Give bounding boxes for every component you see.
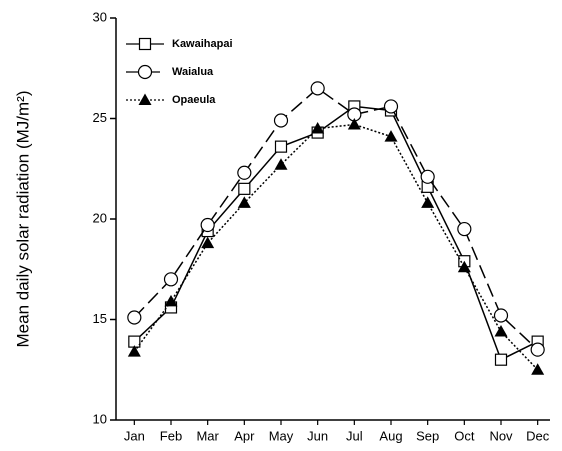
marker xyxy=(127,345,141,357)
marker xyxy=(383,99,399,114)
legend-marker xyxy=(137,64,153,80)
x-tick-label: Dec xyxy=(526,428,550,443)
x-tick-label: Apr xyxy=(234,428,255,443)
marker xyxy=(237,196,251,208)
marker xyxy=(237,165,252,180)
y-tick-label: 25 xyxy=(93,110,107,125)
x-tick-label: Sep xyxy=(416,428,439,443)
series-line xyxy=(133,105,538,361)
marker xyxy=(420,169,435,184)
x-tick-label: Jun xyxy=(307,428,328,443)
marker xyxy=(311,122,325,134)
marker xyxy=(274,158,288,170)
marker xyxy=(238,182,251,195)
x-tick-label: Mar xyxy=(196,428,219,443)
series-line xyxy=(133,123,539,371)
marker xyxy=(201,236,215,249)
marker xyxy=(493,308,509,323)
marker xyxy=(310,81,325,96)
marker xyxy=(494,325,508,337)
x-tick-label: Oct xyxy=(454,428,475,443)
marker xyxy=(531,363,545,375)
legend-text: Opaeula xyxy=(172,94,216,106)
marker xyxy=(384,130,398,142)
y-axis-label: Mean daily solar radiation (MJ/m²) xyxy=(13,91,32,348)
x-tick-label: Aug xyxy=(379,428,402,443)
legend-marker xyxy=(138,93,152,105)
marker xyxy=(164,294,178,307)
marker xyxy=(273,113,289,128)
marker xyxy=(457,221,472,237)
x-tick-label: Nov xyxy=(489,428,513,443)
marker xyxy=(347,118,361,130)
marker xyxy=(200,217,215,233)
legend-marker xyxy=(138,37,152,51)
marker xyxy=(421,196,435,208)
marker xyxy=(530,342,545,357)
y-tick-label: 20 xyxy=(93,210,107,225)
y-tick-label: 15 xyxy=(93,311,107,326)
marker xyxy=(127,310,142,325)
marker xyxy=(163,272,179,287)
marker xyxy=(494,353,508,366)
legend-text: Kawaihapai xyxy=(172,38,233,50)
y-tick-label: 10 xyxy=(93,411,107,426)
x-tick-label: May xyxy=(269,428,294,443)
x-tick-label: Jul xyxy=(346,428,363,443)
x-tick-label: Jan xyxy=(124,428,145,443)
marker xyxy=(457,260,471,273)
x-tick-label: Feb xyxy=(160,428,182,443)
marker xyxy=(274,140,288,153)
series-line xyxy=(133,87,539,351)
legend-text: Waialua xyxy=(172,66,214,78)
y-tick-label: 30 xyxy=(93,9,107,24)
